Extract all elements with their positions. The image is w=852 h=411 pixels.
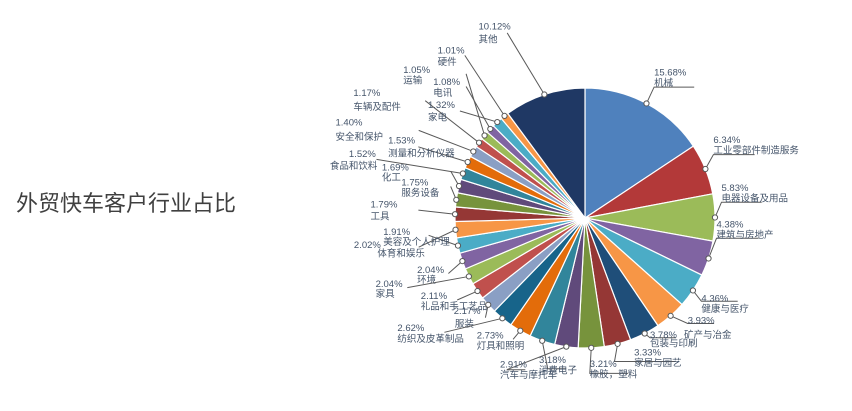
svg-text:1.01%: 1.01% (438, 46, 465, 57)
svg-text:6.34%: 6.34% (713, 135, 740, 146)
svg-text:电器设备及用品: 电器设备及用品 (722, 192, 789, 204)
svg-text:2.62%: 2.62% (397, 323, 424, 334)
svg-text:橡胶，塑料: 橡胶，塑料 (590, 369, 638, 381)
svg-text:服务设备: 服务设备 (401, 187, 440, 199)
svg-text:2.91%: 2.91% (500, 360, 527, 371)
svg-text:安全和保护: 安全和保护 (336, 131, 384, 143)
svg-text:食品和饮料: 食品和饮料 (330, 160, 378, 172)
svg-text:家具: 家具 (376, 288, 396, 300)
svg-text:3.21%: 3.21% (590, 359, 617, 370)
svg-text:3.93%: 3.93% (688, 316, 715, 327)
svg-text:家居与园艺: 家居与园艺 (634, 357, 682, 369)
svg-text:1.40%: 1.40% (336, 118, 363, 129)
svg-text:消费电子: 消费电子 (539, 364, 578, 376)
svg-text:5.83%: 5.83% (722, 183, 749, 194)
svg-text:1.52%: 1.52% (349, 149, 376, 160)
svg-text:15.68%: 15.68% (654, 68, 687, 79)
svg-text:测量和分析仪器: 测量和分析仪器 (388, 147, 455, 159)
svg-text:1.05%: 1.05% (403, 65, 430, 76)
svg-text:美容及个人护理: 美容及个人护理 (383, 236, 450, 248)
svg-text:1.53%: 1.53% (388, 136, 415, 147)
svg-text:4.36%: 4.36% (701, 293, 728, 304)
svg-text:服装: 服装 (455, 318, 475, 330)
svg-text:纺织及皮革制品: 纺织及皮革制品 (397, 333, 464, 345)
svg-text:2.17%: 2.17% (454, 306, 481, 317)
svg-text:化工: 化工 (382, 172, 402, 184)
svg-text:家电: 家电 (428, 112, 448, 124)
svg-text:灯具和照明: 灯具和照明 (477, 341, 525, 352)
svg-text:工具: 工具 (371, 212, 391, 223)
svg-text:1.32%: 1.32% (428, 100, 455, 111)
svg-text:工业零部件制造服务: 工业零部件制造服务 (713, 145, 799, 157)
svg-text:4.38%: 4.38% (717, 220, 744, 231)
svg-text:其他: 其他 (479, 33, 499, 45)
svg-text:3.18%: 3.18% (539, 355, 566, 366)
svg-text:硬件: 硬件 (438, 56, 458, 68)
svg-text:1.79%: 1.79% (371, 200, 398, 211)
svg-text:10.12%: 10.12% (479, 22, 512, 33)
svg-text:1.17%: 1.17% (353, 88, 380, 99)
svg-text:1.08%: 1.08% (433, 77, 460, 88)
svg-text:机械: 机械 (654, 77, 674, 89)
svg-text:健康与医疗: 健康与医疗 (701, 303, 749, 315)
svg-text:建筑与房地产: 建筑与房地产 (717, 229, 774, 241)
svg-text:车辆及配件: 车辆及配件 (353, 101, 401, 113)
svg-text:2.11%: 2.11% (421, 291, 448, 302)
svg-text:体育和娱乐: 体育和娱乐 (377, 248, 425, 260)
svg-text:运输: 运输 (403, 74, 423, 86)
svg-text:3.33%: 3.33% (634, 348, 661, 359)
svg-text:电讯: 电讯 (433, 87, 453, 99)
